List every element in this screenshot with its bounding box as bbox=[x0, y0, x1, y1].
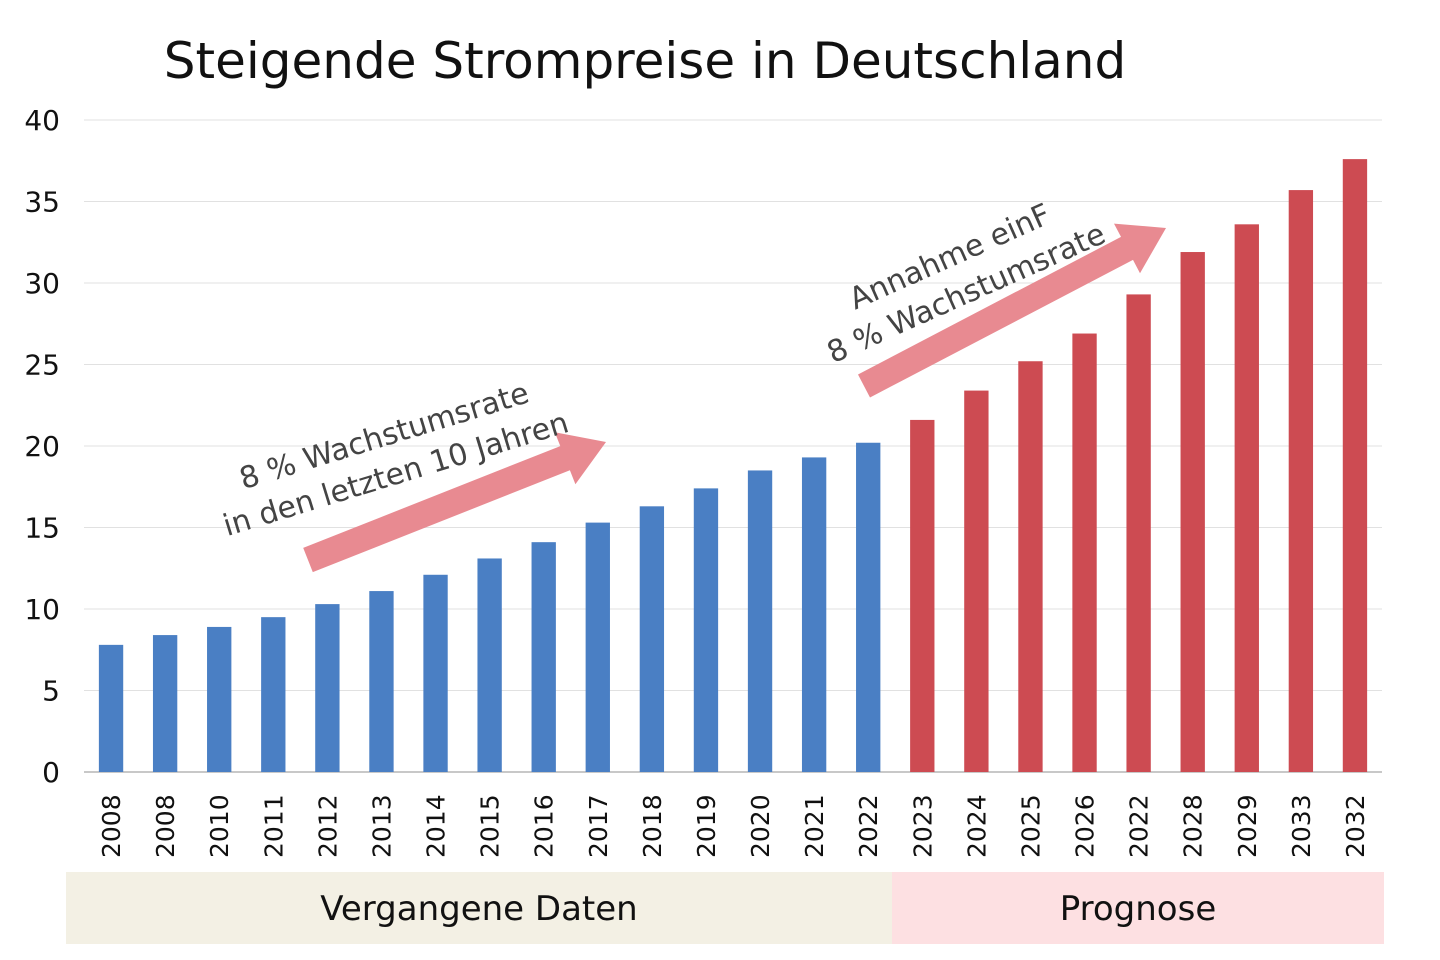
x-tick-label: 2025 bbox=[1016, 794, 1045, 858]
segment-band-layer: Vergangene Daten Prognose bbox=[66, 872, 1384, 944]
segment-label: Vergangene Daten bbox=[320, 889, 637, 929]
segment-band bbox=[66, 872, 892, 944]
bar bbox=[531, 542, 556, 772]
x-tick-label: 2020 bbox=[746, 794, 775, 858]
bar bbox=[910, 419, 935, 772]
x-tick-label: 2029 bbox=[1233, 794, 1262, 858]
grid-layer bbox=[84, 119, 1382, 773]
trend-arrow bbox=[303, 432, 606, 573]
bar bbox=[1018, 361, 1043, 772]
y-tick-label: 20 bbox=[24, 430, 60, 463]
bar bbox=[693, 488, 719, 772]
x-tick-label: 2018 bbox=[638, 794, 667, 858]
x-tick-label: 2015 bbox=[476, 794, 505, 858]
bar bbox=[315, 604, 340, 772]
segment-band bbox=[892, 872, 1384, 944]
x-tick-label: 2022 bbox=[854, 794, 883, 858]
y-tick-label: 40 bbox=[24, 104, 60, 137]
bar bbox=[856, 442, 881, 772]
x-tick-label: 2011 bbox=[259, 794, 288, 858]
x-tick-label: 2016 bbox=[530, 794, 559, 858]
bar-layer bbox=[98, 159, 1368, 773]
y-tick-label: 15 bbox=[24, 512, 60, 545]
x-tick-label: 2013 bbox=[367, 794, 396, 858]
x-tick-label: 2023 bbox=[908, 794, 937, 858]
bar bbox=[585, 522, 610, 772]
bar bbox=[747, 470, 773, 772]
bar bbox=[477, 558, 502, 772]
segment-label: Prognose bbox=[1060, 889, 1217, 929]
x-tick-label: 2022 bbox=[1125, 794, 1154, 858]
x-tick-label: 2012 bbox=[313, 794, 342, 858]
y-tick-label: 30 bbox=[24, 267, 60, 300]
bar bbox=[152, 635, 178, 772]
y-tick-label: 0 bbox=[42, 756, 60, 789]
bar bbox=[1234, 224, 1259, 772]
x-tick-label: 2033 bbox=[1287, 794, 1316, 858]
x-tick-label: 2017 bbox=[584, 794, 613, 858]
x-axis-ticks: 2008 2008 2010 2011 2012 2013 2014 2015 2016 2017… bbox=[97, 794, 1370, 858]
bar bbox=[1342, 159, 1368, 772]
y-tick-label: 10 bbox=[24, 593, 60, 626]
x-tick-label: 2021 bbox=[800, 794, 829, 858]
x-tick-label: 2032 bbox=[1341, 794, 1370, 858]
bar bbox=[964, 390, 989, 772]
y-tick-label: 35 bbox=[24, 186, 60, 219]
trend-arrow bbox=[858, 223, 1166, 398]
x-tick-label: 2010 bbox=[205, 794, 234, 858]
bar bbox=[639, 506, 665, 772]
bar bbox=[801, 457, 827, 772]
x-tick-label: 2026 bbox=[1071, 794, 1100, 858]
bar bbox=[1180, 252, 1205, 772]
bar bbox=[98, 644, 124, 772]
y-axis-ticks: 0 5 10 15 20 25 30 35 40 bbox=[24, 104, 60, 789]
bar bbox=[207, 626, 232, 772]
x-tick-label: 2014 bbox=[422, 794, 451, 858]
chart-title: Steigende Strompreise in Deutschland bbox=[164, 32, 1126, 90]
x-tick-label: 2024 bbox=[962, 794, 991, 858]
bar bbox=[1126, 294, 1151, 772]
bar bbox=[1288, 190, 1314, 773]
x-tick-label: 2019 bbox=[692, 794, 721, 858]
y-tick-label: 5 bbox=[42, 675, 60, 708]
x-tick-label: 2028 bbox=[1179, 794, 1208, 858]
x-tick-label: 2008 bbox=[151, 794, 180, 858]
y-tick-label: 25 bbox=[24, 349, 60, 382]
bar bbox=[1072, 333, 1097, 772]
bar bbox=[369, 591, 394, 772]
bar bbox=[423, 574, 448, 772]
bar bbox=[261, 617, 286, 772]
x-tick-label: 2008 bbox=[97, 794, 126, 858]
